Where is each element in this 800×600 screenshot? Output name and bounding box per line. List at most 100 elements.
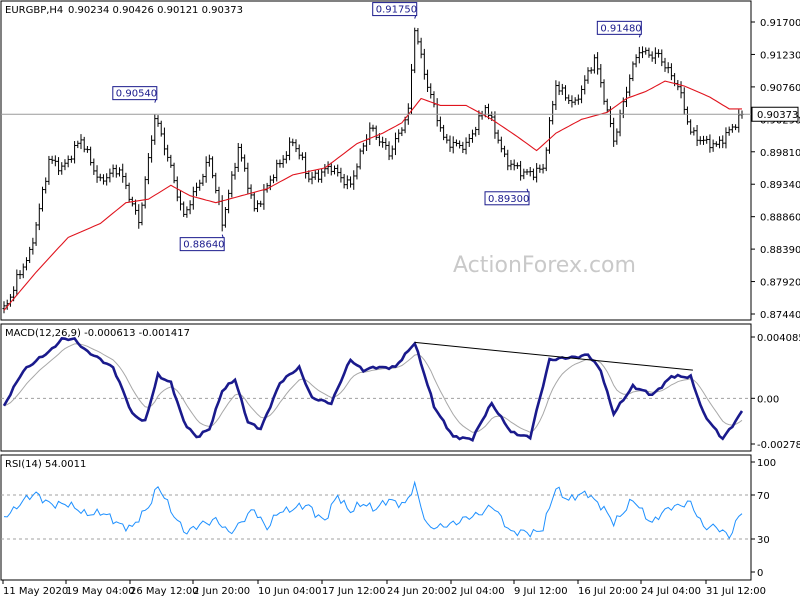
price-bar bbox=[34, 221, 38, 246]
price-bar bbox=[486, 103, 491, 120]
price-bar bbox=[525, 168, 529, 175]
price-bar bbox=[117, 167, 122, 177]
annotation-box bbox=[372, 2, 418, 17]
price-bar bbox=[194, 182, 199, 197]
price-bar bbox=[515, 162, 519, 169]
annotation-box bbox=[596, 20, 642, 35]
price-bar bbox=[18, 270, 22, 280]
macd-tick-label: 0.00 bbox=[757, 394, 779, 405]
price-bar bbox=[637, 46, 641, 64]
price-bar bbox=[583, 75, 587, 95]
price-bar bbox=[114, 164, 118, 178]
x-tick-label: 11 May 2020 bbox=[3, 586, 68, 597]
price-bar bbox=[361, 142, 365, 155]
price-bar bbox=[615, 128, 619, 145]
price-bar bbox=[313, 170, 317, 180]
price-bar bbox=[21, 263, 25, 279]
price-bar bbox=[339, 167, 343, 183]
price-bar bbox=[265, 182, 269, 193]
price-bar bbox=[352, 170, 356, 190]
annotation-box bbox=[112, 86, 158, 101]
price-tick-label: 0.91700 bbox=[760, 18, 800, 29]
price-bar bbox=[502, 145, 507, 158]
price-bar bbox=[660, 49, 664, 67]
price-bar bbox=[579, 85, 584, 104]
price-bar bbox=[281, 155, 285, 168]
price-bar bbox=[458, 140, 462, 149]
price-bar bbox=[348, 176, 353, 188]
price-bar bbox=[101, 174, 106, 185]
x-tick-label: 10 Jun 04:00 bbox=[258, 586, 322, 597]
x-tick-label: 19 May 04:00 bbox=[66, 586, 135, 597]
rsi-tick-label: 30 bbox=[757, 535, 770, 546]
price-bar bbox=[185, 206, 189, 218]
price-annotation: 0.90540 bbox=[112, 86, 158, 103]
price-bar bbox=[730, 123, 734, 133]
price-bar bbox=[31, 237, 35, 255]
x-tick-label: 26 May 12:00 bbox=[130, 586, 199, 597]
price-bar bbox=[82, 136, 86, 153]
price-bar bbox=[156, 115, 160, 127]
price-bar bbox=[60, 162, 64, 175]
price-bar bbox=[429, 83, 433, 99]
price-bar bbox=[445, 133, 449, 144]
price-bar bbox=[124, 172, 128, 190]
price-bar bbox=[133, 199, 138, 215]
price-bar bbox=[381, 136, 385, 148]
price-bar bbox=[342, 173, 346, 189]
price-bar bbox=[644, 47, 648, 55]
price-bar bbox=[201, 173, 205, 186]
price-layer: 0.90540 0.88640 0.91750 0.89300 0.91480 bbox=[1, 2, 751, 314]
x-tick-label: 24 Jun 20:00 bbox=[387, 586, 451, 597]
macd-layer bbox=[1, 336, 751, 443]
price-tick-label: 0.88390 bbox=[760, 245, 800, 256]
price-bar bbox=[121, 163, 125, 183]
price-bar bbox=[271, 174, 276, 184]
price-bar bbox=[451, 136, 455, 154]
price-bar bbox=[531, 168, 536, 181]
rsi-panel-frame bbox=[0, 454, 752, 581]
price-bar bbox=[602, 79, 606, 105]
price-bar bbox=[596, 52, 600, 75]
price-bar bbox=[316, 170, 321, 183]
price-bar bbox=[310, 172, 314, 185]
price-bar bbox=[255, 200, 260, 213]
price-bar bbox=[188, 200, 192, 215]
price-bar bbox=[98, 173, 102, 182]
price-annotation: 0.89300 bbox=[484, 188, 530, 206]
price-bar bbox=[682, 87, 686, 115]
price-bar bbox=[56, 157, 61, 176]
macd-tick-label: -0.002782 bbox=[757, 440, 800, 451]
price-bar bbox=[653, 47, 657, 64]
price-bar bbox=[669, 63, 674, 81]
rsi-axis: 100 70 30 0 bbox=[751, 458, 776, 579]
x-tick-label: 2 Jun 20:00 bbox=[193, 586, 250, 597]
price-bar bbox=[422, 48, 426, 80]
price-bar bbox=[336, 164, 340, 177]
price-bar bbox=[551, 100, 555, 125]
macd-title: MACD(12,26,9) -0.000613 -0.001417 bbox=[5, 328, 190, 339]
x-tick-label: 16 Jul 20:00 bbox=[578, 586, 638, 597]
price-bar bbox=[159, 120, 163, 137]
price-bar bbox=[612, 117, 616, 147]
price-bar bbox=[400, 127, 404, 137]
price-bar bbox=[586, 67, 590, 84]
price-bar bbox=[535, 163, 539, 183]
price-bar bbox=[695, 124, 699, 147]
price-bar bbox=[223, 207, 227, 228]
price-bar bbox=[204, 156, 208, 183]
macd-line bbox=[2, 336, 744, 443]
price-bar bbox=[467, 133, 471, 147]
annotation-label: 0.91750 bbox=[376, 5, 417, 16]
macd-signal-line bbox=[3, 343, 743, 433]
price-bar bbox=[169, 154, 173, 168]
price-bar bbox=[172, 162, 176, 184]
price-bar bbox=[259, 200, 263, 208]
moving-average-line bbox=[3, 80, 742, 311]
price-bar bbox=[297, 144, 301, 160]
price-bar bbox=[474, 126, 478, 137]
annotation-label: 0.89300 bbox=[488, 194, 529, 205]
price-bar bbox=[79, 134, 83, 150]
